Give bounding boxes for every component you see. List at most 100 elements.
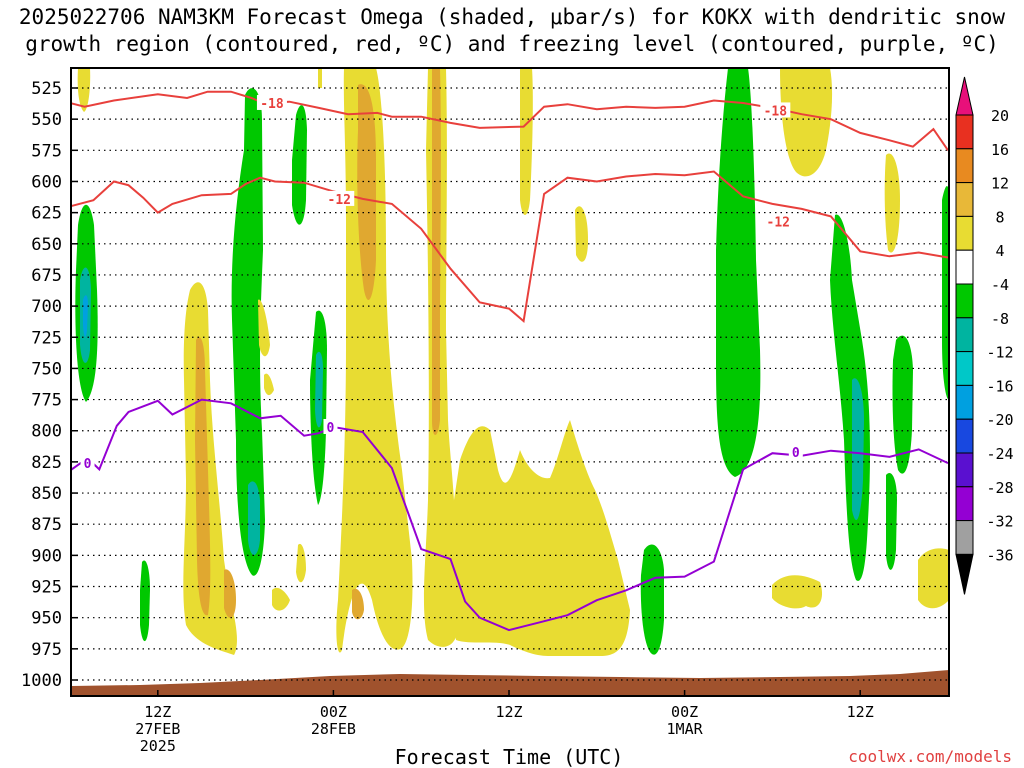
contour-label-bg [324,190,355,206]
x-tick-label: 12Z [847,703,874,721]
y-tick-label: 975 [31,640,62,660]
x-axis-label: Forecast Time (UTC) [395,745,624,768]
omega-area-yellow [258,299,270,357]
y-tick-label: 675 [31,266,62,286]
y-tick-label: 525 [31,79,62,99]
y-tick-label: 1000 [21,671,62,691]
credit-text: coolwx.com/models [848,747,1012,766]
colorbar-label: -28 [986,479,1013,497]
omega-area-yellow [575,206,588,262]
colorbar-top-arrow [955,76,974,116]
x-tick-label: 1MAR [667,720,704,738]
y-tick-label: 900 [31,546,62,566]
omega-area-teal [315,351,323,428]
y-axis: 525 550 575 600 625 650 675 700 725 750 775 800 825 8… [21,79,78,691]
omega-area-yellow [296,543,306,583]
omega-area-yellow [318,68,322,88]
colorbar-bin [955,215,974,251]
omega-area-gold [352,588,364,620]
omega-area-green [716,68,761,477]
y-tick-label: 550 [31,110,62,130]
y-tick-label: 750 [31,359,62,379]
omega-area-teal [248,481,260,555]
x-tick-label: 28FEB [311,720,356,738]
y-tick-label: 925 [31,578,62,598]
x-tick-label: 00Z [320,703,347,721]
omega-area-green [640,544,664,655]
y-tick-label: 950 [31,609,62,629]
omega-area-gold [195,337,211,616]
colorbar-bin [955,452,974,488]
colorbar-label: -4 [991,276,1009,294]
omega-area-cyan [83,295,88,337]
plot-frame [70,67,950,697]
contour-label-bg [760,102,791,118]
omega-area-green [942,186,949,400]
contour-label: 0 [327,421,335,436]
omega-area-gold [224,569,236,618]
contour-label: -12 [767,215,790,230]
y-tick-label: 775 [31,391,62,411]
contour-label-bg [323,418,338,434]
colorbar-bin [955,114,974,150]
colorbar-bin [955,182,974,217]
colorbar-label: 4 [995,242,1004,260]
omega-area-yellow [264,373,274,396]
y-tick-label: 800 [31,422,62,442]
omega-area-yellow [520,68,533,215]
colorbar-label: 12 [991,175,1009,193]
omega-area-gold [432,68,441,435]
contour-line-0 [71,398,949,632]
x-tick-label: 12Z [495,703,522,721]
colorbar-label: -36 [986,546,1013,564]
omega-area-green [892,335,913,474]
omega-area-green [140,560,150,642]
colorbar-label: -12 [986,344,1013,362]
contour-label: 0 [84,457,92,472]
contour-label-bg [788,443,803,459]
colorbar-bin [955,351,974,386]
x-tick-label: 2025 [140,737,176,755]
contour-line-minus18 [71,90,949,151]
colorbar-label: 16 [991,141,1009,159]
contour-label: -12 [328,193,351,208]
y-tick-label: 600 [31,172,62,192]
colorbar-label: -32 [986,513,1013,531]
omega-area-green [886,472,897,570]
colorbar-bin [955,148,974,184]
y-tick-label: 650 [31,235,62,255]
omega-colorbar: 20 16 12 8 4 -4 -8 -12 -16 -20 -24 -28 -32 -36 [955,76,1014,595]
colorbar-bin [955,249,974,285]
y-tick-label: 850 [31,484,62,504]
contour-label: -18 [764,104,788,119]
y-tick-label: 825 [31,453,62,473]
colorbar-bin [955,486,974,522]
y-tick-label: 625 [31,204,62,224]
colorbar-bin [955,283,974,319]
omega-shading [75,68,949,656]
omega-area-yellow [772,575,823,609]
contour-label: -18 [260,97,284,112]
colorbar-label: -24 [986,445,1013,463]
contour-lines: -18 -18 -12 -12 0 0 0 [71,90,949,632]
contour-label-bg [256,94,287,110]
ground-terrain [71,670,949,696]
plot-area: -18 -18 -12 -12 0 0 0 [71,68,949,696]
omega-area-yellow [884,153,900,253]
contour-line-minus12 [71,170,949,324]
y-tick-label: 725 [31,328,62,348]
omega-area-green [292,105,307,225]
colorbar-label: -16 [986,377,1013,395]
contour-label-bg [80,455,95,471]
y-tick-label: 700 [31,297,62,317]
colorbar-label: -20 [986,411,1013,429]
colorbar-bin [955,520,974,555]
omega-area-yellow [336,68,413,653]
colorbar-bottom-arrow [955,553,974,595]
x-tick-label: 27FEB [135,720,180,738]
colorbar-label: 20 [991,107,1009,125]
omega-area-gold [357,84,376,300]
chart-title-line2: growth region (contoured, red, ºC) and f… [25,32,999,56]
